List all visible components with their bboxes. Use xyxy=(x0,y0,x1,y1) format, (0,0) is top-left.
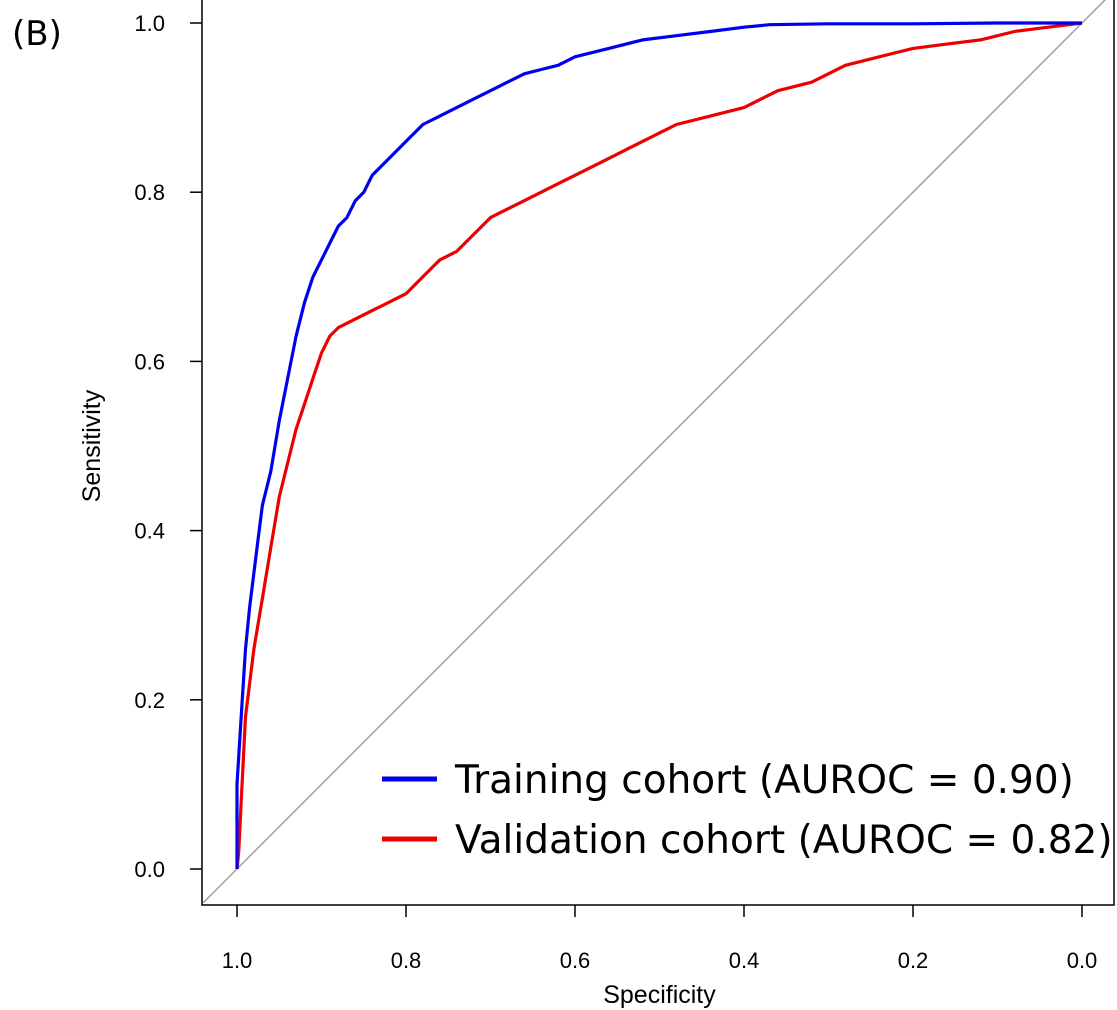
x-tick-label: 0.6 xyxy=(560,948,591,973)
series-layer xyxy=(235,21,1083,870)
x-tick-label: 1.0 xyxy=(222,948,253,973)
y-tick-label: 0.0 xyxy=(134,857,165,882)
series-line-training xyxy=(235,21,1082,869)
y-axis-title: Sensitivity xyxy=(78,389,106,502)
legend-label-training: Training cohort (AUROC = 0.90) xyxy=(454,758,1074,803)
diagonal-reference-line xyxy=(202,0,1107,904)
y-tick-label: 0.2 xyxy=(134,688,165,713)
y-tick-label: 0.4 xyxy=(134,519,165,544)
x-tick-label: 0.0 xyxy=(1067,948,1098,973)
y-tick-label: 0.8 xyxy=(134,180,165,205)
diagonal-line xyxy=(202,0,1107,904)
x-tick-label: 0.8 xyxy=(391,948,422,973)
x-axis: 1.0 0.8 0.6 0.4 0.2 0.0 xyxy=(222,905,1098,973)
legend-label-validation: Validation cohort (AUROC = 0.82) xyxy=(455,818,1113,863)
plot-frame xyxy=(201,0,1115,906)
y-axis: 0.0 0.2 0.4 0.6 0.8 1.0 xyxy=(134,11,202,882)
x-axis-title: Specificity xyxy=(603,981,716,1009)
y-tick-label: 0.6 xyxy=(134,349,165,374)
y-tick-label: 1.0 xyxy=(134,11,165,36)
x-tick-label: 0.4 xyxy=(729,948,760,973)
x-tick-label: 0.2 xyxy=(898,948,929,973)
legend: Training cohort (AUROC = 0.90) Validation… xyxy=(382,758,1113,863)
series-line-validation xyxy=(235,21,1083,870)
panel-label: (B) xyxy=(12,14,62,54)
